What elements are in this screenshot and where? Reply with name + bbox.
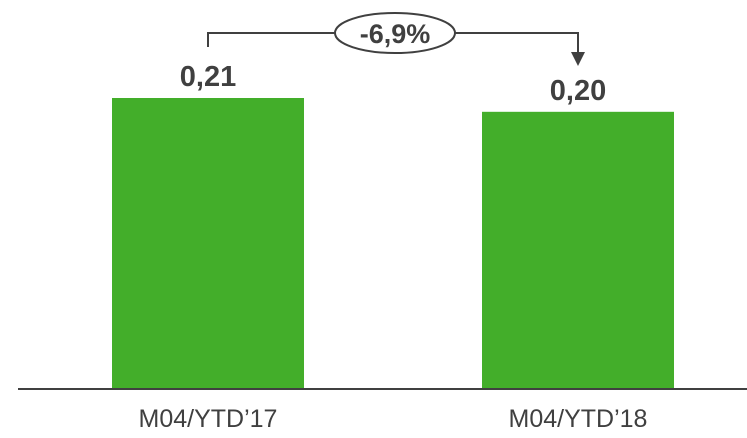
- category-label-1: M04/YTD’17: [139, 405, 278, 433]
- value-label-1: 0,21: [180, 61, 236, 93]
- change-connector-left: [207, 32, 336, 47]
- category-label-2: M04/YTD’18: [509, 405, 648, 433]
- change-percent-label: -6,9%: [360, 19, 431, 49]
- category-labels-group: M04/YTD’17 M04/YTD’18: [139, 405, 648, 433]
- bar-1: [112, 98, 304, 388]
- bar-2: [482, 111, 674, 389]
- change-annotation: -6,9%: [207, 12, 585, 66]
- bars-group: [112, 98, 674, 389]
- value-label-2: 0,20: [550, 75, 606, 107]
- change-connector-right: [454, 32, 579, 52]
- change-arrowhead: [571, 52, 585, 66]
- change-bubble: [334, 12, 456, 54]
- value-labels-group: 0,21 0,20: [180, 61, 606, 107]
